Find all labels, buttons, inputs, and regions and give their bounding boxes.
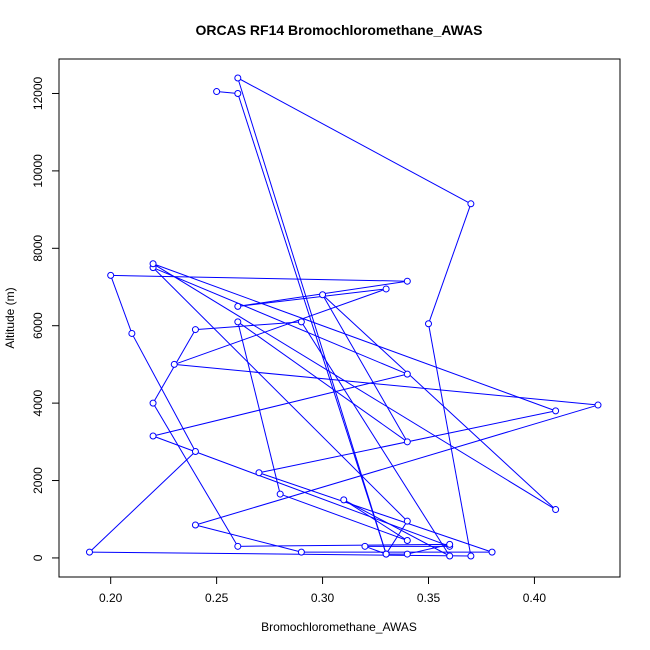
series-segment [385,520,408,555]
series-segment [237,77,387,555]
y-axis-label: Altitude (m) [3,287,17,348]
data-point [319,291,327,299]
data-point [213,88,221,96]
data-point [191,326,199,334]
series-segment [110,274,408,282]
data-point [170,360,178,368]
series-segment [237,93,387,555]
data-point [467,200,475,208]
data-point [107,271,115,279]
x-tick-label: 0.25 [205,591,229,605]
series-segment [152,435,450,547]
data-point [403,550,411,558]
data-point [297,318,305,326]
data-points [86,74,602,560]
data-point [255,469,263,477]
y-tick-label: 0 [31,554,45,561]
data-point [149,260,157,268]
data-point [382,285,390,293]
series-segment [152,402,239,547]
x-tick-label: 0.30 [311,591,335,605]
data-point [340,496,348,504]
series-segment [195,321,302,331]
series-segment [152,263,556,412]
y-tick-label: 2000 [31,467,45,494]
y-tick-label: 6000 [31,312,45,339]
series-segment [152,373,408,437]
data-point [552,407,560,415]
data-point [234,318,242,326]
data-point [86,548,93,556]
series-segment [428,203,472,324]
data-point [234,89,242,97]
data-point [149,432,157,440]
series-segment [237,321,281,495]
plot-frame [58,58,621,578]
y-tick-label: 8000 [31,235,45,262]
x-axis-ticks: 0.20 0.25 0.30 0.35 0.40 [99,577,546,605]
series-segment [174,363,599,406]
chart-title: ORCAS RF14 Bromochloromethane_AWAS [195,22,482,38]
series-segment [174,288,387,365]
data-point [276,490,284,498]
series-segment [343,499,450,557]
series-segment [237,77,472,205]
series-segment [152,263,556,510]
data-point [191,521,199,529]
data-point [234,542,242,550]
data-point [403,517,411,525]
series-segment [131,333,196,452]
series-segment [300,321,451,557]
data-point [594,401,602,409]
series-segment [237,288,387,307]
x-tick-label: 0.20 [99,591,123,605]
series-segment [343,499,408,541]
y-tick-label: 10000 [31,154,45,188]
data-point [403,370,411,378]
data-point [361,542,369,550]
data-point [234,302,242,310]
data-point [488,548,496,556]
series-segment [237,543,450,547]
series-segment [258,472,493,553]
x-tick-label: 0.40 [523,591,547,605]
series-segment [280,493,408,541]
x-axis-label: Bromochloromethane_AWAS [261,620,417,634]
data-point [446,540,454,548]
series-segment [407,543,450,555]
data-point [403,537,411,545]
series-segment [428,323,472,557]
series-segment [195,524,302,553]
series-segment [110,275,133,334]
data-point [403,438,411,446]
data-point [149,399,157,407]
series-segment [322,294,408,443]
series-segment [237,321,408,443]
data-point [382,550,390,558]
series-segment [322,294,556,510]
data-lines [89,77,599,557]
data-point [191,447,199,455]
y-tick-label: 4000 [31,389,45,416]
data-point [234,74,242,82]
data-point [467,552,475,560]
series-segment [152,267,408,522]
y-tick-label: 12000 [31,76,45,110]
data-point [297,548,305,556]
series-segment [364,545,387,555]
x-tick-label: 0.35 [417,591,441,605]
data-point [128,329,136,337]
series-segment [216,91,238,94]
data-point [403,277,411,285]
series-segment [152,267,408,375]
series-segment [89,451,196,553]
data-point [446,552,454,560]
data-point [552,506,560,514]
data-point [425,320,432,328]
series-segment [195,404,599,526]
y-axis-ticks: 0 2000 4000 6000 8000 10000 12000 [31,76,59,561]
